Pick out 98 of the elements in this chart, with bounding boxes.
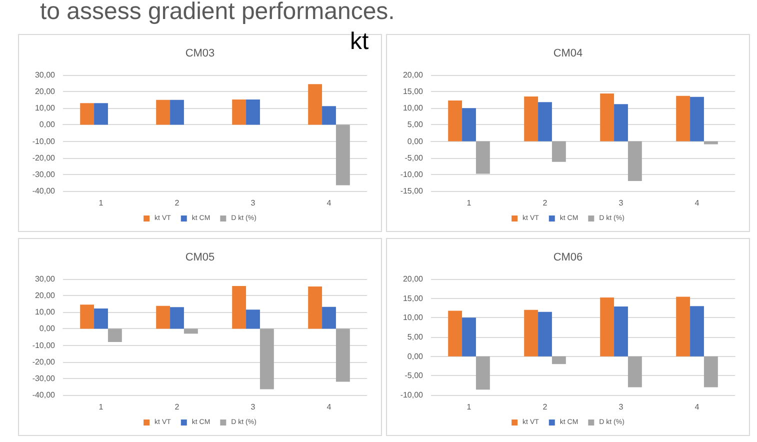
bar <box>246 310 260 329</box>
y-tick-label: -30,00 <box>32 170 56 179</box>
bar <box>308 84 322 125</box>
x-tick-label: 4 <box>694 198 700 208</box>
y-tick-label: 0,00 <box>39 120 56 130</box>
bar <box>552 356 566 364</box>
bar <box>614 104 628 142</box>
x-tick-label: 3 <box>250 402 256 412</box>
x-tick-label: 2 <box>174 198 180 208</box>
y-tick-label: 10,00 <box>34 104 56 113</box>
bar <box>614 306 628 356</box>
bar <box>336 328 350 382</box>
y-tick-label: 10,00 <box>402 104 424 113</box>
bar <box>336 124 350 186</box>
bar <box>80 103 94 125</box>
y-tick-label: -20,00 <box>32 357 56 366</box>
x-tick-label: 1 <box>466 198 472 208</box>
y-tick-label: -30,00 <box>32 374 56 383</box>
y-tick-label: -10,00 <box>32 136 56 146</box>
bar <box>552 141 566 162</box>
bar <box>676 96 690 142</box>
bar <box>476 141 490 174</box>
y-tick-label: 10,00 <box>34 308 56 317</box>
y-tick-label: -15,00 <box>400 186 424 196</box>
bar <box>156 100 170 125</box>
bar <box>524 96 538 142</box>
bar <box>462 108 476 142</box>
y-tick-label: -10,00 <box>400 390 424 400</box>
x-tick-label: 3 <box>618 402 624 412</box>
y-tick-label: -40,00 <box>32 390 56 400</box>
y-tick-label: -10,00 <box>400 170 424 179</box>
y-tick-label: 15,00 <box>402 294 424 303</box>
bar <box>476 356 490 390</box>
y-tick-label: 20,00 <box>34 87 56 96</box>
bar <box>628 141 642 182</box>
bar <box>184 328 198 334</box>
bar <box>524 310 538 356</box>
bar <box>704 356 718 388</box>
bar <box>600 298 614 356</box>
y-tick-label: -5,00 <box>404 153 424 162</box>
y-tick-label: 0,00 <box>39 324 56 334</box>
chart-title: CM04 <box>553 48 583 60</box>
x-tick-label: 4 <box>326 198 332 208</box>
x-tick-label: 4 <box>326 402 332 412</box>
y-tick-label: 30,00 <box>34 70 56 80</box>
y-tick-label: -5,00 <box>404 371 424 380</box>
y-tick-label: 20,00 <box>34 291 56 300</box>
bar <box>600 94 614 142</box>
chart-title: CM06 <box>553 252 583 264</box>
y-tick-label: 20,00 <box>402 274 424 284</box>
x-tick-label: 3 <box>618 198 624 208</box>
y-tick-label: -10,00 <box>32 340 56 350</box>
bar <box>538 102 552 142</box>
bar <box>704 141 718 144</box>
bar <box>308 286 322 329</box>
y-tick-label: 10,00 <box>402 313 424 322</box>
y-tick-label: 20,00 <box>402 70 424 80</box>
x-tick-label: 3 <box>250 198 256 208</box>
x-tick-label: 1 <box>98 402 104 412</box>
bar <box>690 96 704 142</box>
x-tick-label: 1 <box>466 402 472 412</box>
bar <box>80 304 94 329</box>
bar <box>246 100 260 125</box>
bar <box>322 106 336 125</box>
bar <box>676 296 690 356</box>
chart-title: CM05 <box>185 252 215 264</box>
y-tick-label: -20,00 <box>32 153 56 162</box>
bar <box>94 103 108 125</box>
bar <box>260 328 274 390</box>
bar <box>448 100 462 142</box>
text: to assess gradient performances. <box>40 0 395 25</box>
chart-title: CM03 <box>185 48 215 60</box>
bar <box>690 306 704 356</box>
x-tick-label: 1 <box>98 198 104 208</box>
x-tick-label: 2 <box>174 402 180 412</box>
bar <box>232 286 246 329</box>
bar <box>94 308 108 329</box>
bar <box>448 310 462 356</box>
y-tick-label: 15,00 <box>402 87 424 96</box>
y-tick-label: -40,00 <box>32 186 56 196</box>
bar <box>170 100 184 125</box>
bar <box>108 328 122 342</box>
y-tick-label: 0,00 <box>407 136 424 146</box>
x-tick-label: 2 <box>542 198 548 208</box>
y-tick-label: 0,00 <box>407 352 424 361</box>
y-tick-label: 5,00 <box>407 332 424 342</box>
bar <box>170 307 184 329</box>
x-tick-label: 4 <box>694 402 700 412</box>
bar <box>462 318 476 356</box>
bar <box>232 100 246 125</box>
text: kt <box>350 28 369 55</box>
bar <box>156 306 170 329</box>
y-tick-label: 5,00 <box>407 120 424 130</box>
y-tick-label: 30,00 <box>34 274 56 284</box>
bar <box>538 312 552 356</box>
bar <box>628 356 642 388</box>
x-tick-label: 2 <box>542 402 548 412</box>
bar <box>322 306 336 329</box>
